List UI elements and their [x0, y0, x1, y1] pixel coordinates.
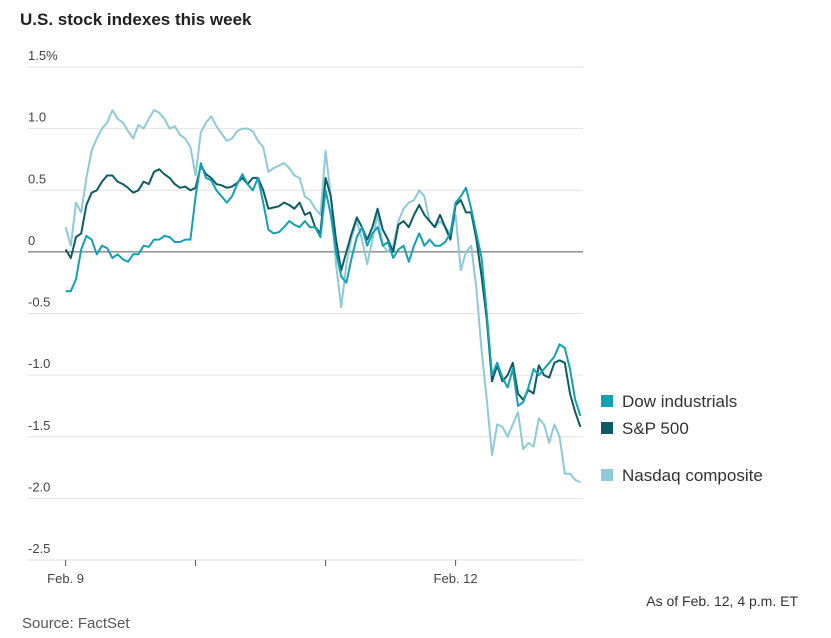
y-tick-label: -0.5 — [28, 295, 50, 310]
y-tick-label: 0.5 — [28, 171, 46, 186]
y-tick-label: 1.5% — [28, 48, 58, 63]
legend-label: Dow industrials — [622, 392, 737, 411]
legend-label: Nasdaq composite — [622, 466, 763, 485]
note: As of Feb. 12, 4 p.m. ET — [646, 593, 798, 609]
x-tick-label: Feb. 12 — [434, 571, 478, 586]
y-tick-label: 0 — [28, 233, 35, 248]
y-tick-label: -2.0 — [28, 479, 50, 494]
y-tick-label: -1.0 — [28, 356, 50, 371]
line — [64, 109, 581, 484]
chart-title: U.S. stock indexes this week — [20, 10, 252, 29]
x-tick-label: Feb. 9 — [47, 571, 84, 586]
legend-swatch — [601, 422, 613, 434]
y-tick-label: 1.0 — [28, 110, 46, 125]
legend-swatch — [601, 395, 613, 407]
line — [65, 162, 582, 417]
y-tick-label: -2.5 — [28, 541, 50, 556]
source: Source: FactSet — [22, 615, 130, 632]
legend-swatch — [601, 469, 613, 481]
legend-label: S&P 500 — [622, 419, 689, 438]
y-tick-label: -1.5 — [28, 418, 50, 433]
